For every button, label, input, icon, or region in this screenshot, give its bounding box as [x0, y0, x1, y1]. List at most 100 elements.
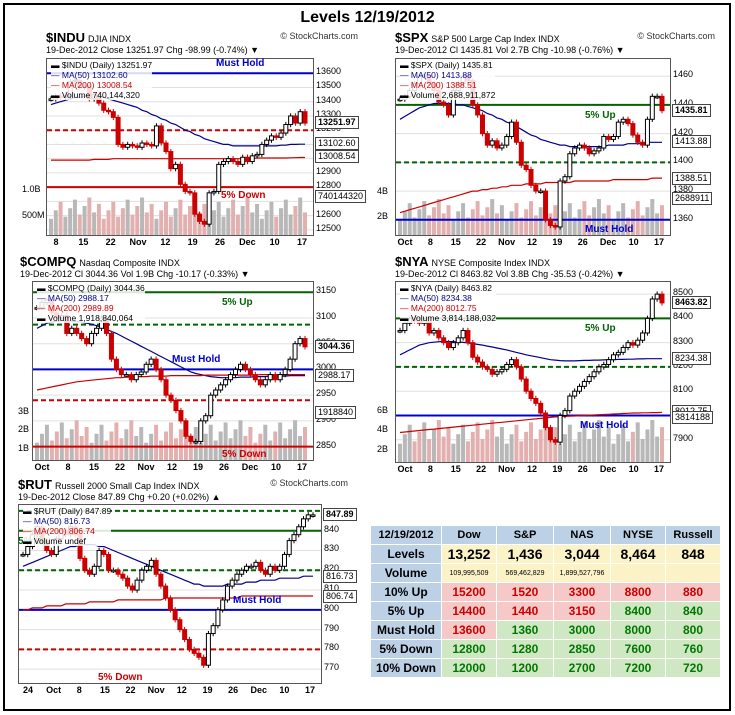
candle-body: [203, 415, 209, 422]
candle-body: [201, 220, 207, 225]
table-cell: 2700: [553, 658, 611, 678]
candle-body: [158, 125, 164, 144]
volume-bar: [231, 199, 236, 235]
volume-bar: [279, 208, 284, 235]
volume-bar: [596, 199, 601, 235]
x-tick-label: 10: [269, 237, 280, 247]
volume-bar: [240, 206, 245, 235]
candle-body: [177, 619, 183, 631]
candle-body: [186, 639, 192, 650]
row-label: 5% Up: [370, 601, 442, 621]
volume-bar: [543, 419, 548, 462]
candle-body: [89, 332, 95, 345]
volume-bar: [485, 429, 490, 462]
candle-body: [228, 374, 234, 381]
candle-body: [297, 338, 303, 345]
candle-body: [243, 565, 249, 571]
price-tag: 1435.81: [672, 103, 711, 117]
candle-body: [234, 573, 240, 581]
x-tick-label: 12: [176, 685, 187, 695]
candle-body: [178, 410, 184, 422]
x-tick-label: Oct: [34, 462, 50, 472]
volume-bar: [134, 436, 139, 460]
volume-bar: [255, 203, 260, 235]
price-tag: 2988.17: [315, 368, 354, 382]
table-cell: 15200: [441, 582, 497, 602]
volume-tick-label: 2B: [18, 424, 30, 435]
volume-bar: [606, 427, 611, 462]
candle-body: [513, 359, 519, 368]
level-annotation: Must Hold: [233, 594, 282, 606]
volume-bar: [456, 434, 461, 462]
candle-body: [489, 368, 495, 375]
candle-body: [644, 118, 650, 146]
x-tick-label: Oct: [397, 464, 413, 474]
volume-bar: [74, 420, 79, 460]
volume-bar: [621, 424, 626, 462]
candle-body: [262, 569, 268, 575]
y-tick-label: 800: [324, 602, 340, 613]
y-tick-label: 2850: [316, 439, 337, 450]
volume-bar: [188, 436, 193, 460]
x-tick-label: Oct: [46, 685, 62, 695]
volume-bar: [58, 201, 63, 235]
price-tag: 847.89: [323, 508, 357, 522]
table-cell: 12000: [441, 658, 497, 678]
table-cell: 3,044: [553, 544, 611, 564]
volume-bar: [412, 441, 417, 462]
candle-body: [494, 140, 500, 149]
candle-body: [292, 115, 298, 124]
candle-body: [252, 374, 258, 381]
volume-bar: [49, 218, 53, 235]
candle-body: [446, 342, 452, 349]
table-cell: 1,899,527,796: [553, 563, 611, 583]
x-tick-label: 10: [270, 462, 282, 472]
candle-body: [552, 225, 558, 228]
candle-body: [484, 133, 490, 146]
candle-body: [106, 553, 112, 571]
volume-tick-label: 1.0B: [22, 184, 41, 194]
volume-bar: [116, 216, 121, 235]
volume-bar: [616, 434, 621, 462]
volume-bar: [154, 218, 159, 235]
candle-body: [235, 161, 241, 165]
table-cell: 3300: [553, 582, 611, 602]
price-tag: 8234.38: [672, 351, 711, 365]
candle-body: [134, 145, 140, 148]
candle-body: [567, 153, 573, 178]
volume-bar: [53, 210, 58, 235]
volume-bar: [398, 443, 402, 462]
candle-body: [229, 579, 235, 587]
volume-bar: [111, 201, 116, 235]
x-tick-label: Dec: [599, 237, 617, 247]
volume-bar: [183, 214, 188, 235]
volume-bar: [495, 213, 500, 235]
candle-body: [659, 95, 665, 112]
x-tick-label: 17: [304, 685, 316, 695]
candle-body: [108, 332, 114, 360]
x-tick-label: 26: [214, 237, 226, 247]
x-tick-label: 17: [296, 462, 308, 472]
candle-body: [615, 351, 621, 356]
x-tick-label: 8: [427, 464, 433, 474]
y-tick-label: 12900: [316, 165, 342, 176]
volume-bar: [635, 201, 640, 235]
x-tick-label: 17: [653, 237, 665, 247]
volume-bar: [154, 424, 159, 460]
candle-body: [84, 338, 90, 345]
price-tag: 13102.60: [315, 137, 359, 151]
volume-bar: [173, 208, 178, 235]
table-cell: 1280: [496, 639, 554, 659]
stockcharts-brand: © StockCharts.com: [637, 31, 715, 41]
candle-body: [239, 569, 245, 575]
level-annotation: 5% Down: [222, 449, 267, 460]
volume-bar: [283, 438, 288, 460]
y-tick-label: 3000: [316, 362, 337, 373]
candle-body: [543, 190, 549, 221]
volume-bar: [587, 438, 592, 462]
y-tick-label: 8100: [673, 384, 694, 395]
indu-symbol: $INDU DJIA INDX: [46, 30, 132, 45]
rut-name: Russell 2000 Small Cap Index INDX: [54, 481, 200, 491]
candle-body: [220, 599, 226, 611]
volume-bar: [187, 206, 192, 235]
